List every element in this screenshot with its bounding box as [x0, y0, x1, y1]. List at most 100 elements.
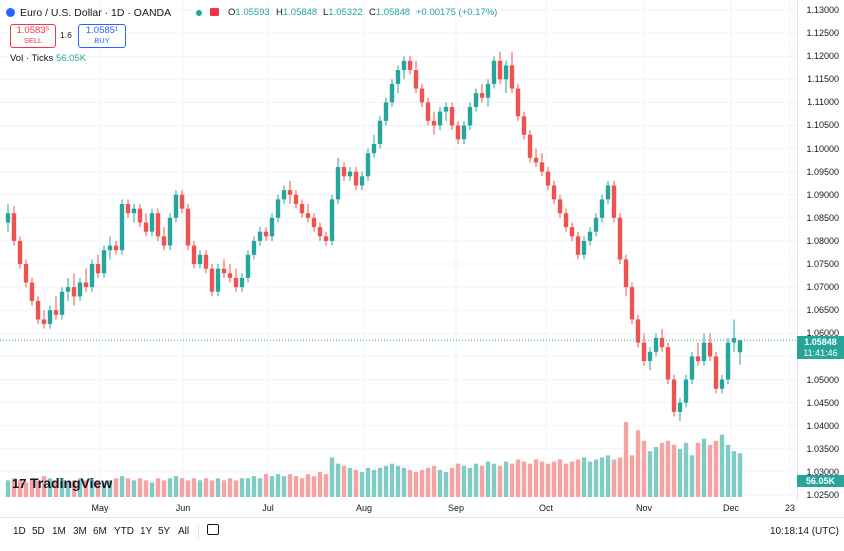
- candle[interactable]: [305, 204, 311, 223]
- candle[interactable]: [383, 97, 389, 126]
- candle[interactable]: [317, 222, 323, 241]
- candle[interactable]: [11, 206, 17, 246]
- candle[interactable]: [167, 213, 173, 251]
- candle[interactable]: [419, 83, 425, 107]
- buy-button[interactable]: 1.0585¹ BUY: [78, 24, 126, 48]
- candle[interactable]: [455, 120, 461, 144]
- candle[interactable]: [491, 56, 497, 89]
- candle[interactable]: [533, 148, 539, 168]
- range-3m[interactable]: 3M: [73, 526, 87, 537]
- candle[interactable]: [257, 227, 263, 246]
- candle[interactable]: [131, 204, 137, 223]
- candle[interactable]: [65, 277, 71, 301]
- candle[interactable]: [605, 180, 611, 204]
- candle[interactable]: [563, 208, 569, 232]
- candle[interactable]: [659, 328, 665, 352]
- candle[interactable]: [89, 259, 95, 292]
- candle[interactable]: [71, 273, 77, 306]
- candle[interactable]: [251, 236, 257, 260]
- candle[interactable]: [407, 56, 413, 75]
- candle[interactable]: [77, 277, 83, 301]
- symbol-title[interactable]: Euro / U.S. Dollar · 1D · OANDA: [20, 7, 172, 19]
- candle[interactable]: [401, 56, 407, 80]
- range-5y[interactable]: 5Y: [158, 526, 171, 537]
- candle[interactable]: [569, 222, 575, 241]
- candlestick-chart[interactable]: [0, 0, 797, 500]
- candle[interactable]: [47, 305, 53, 329]
- candle[interactable]: [335, 157, 341, 204]
- candle[interactable]: [479, 83, 485, 103]
- range-all[interactable]: All: [178, 526, 190, 537]
- candle[interactable]: [197, 250, 203, 269]
- candle[interactable]: [641, 333, 647, 366]
- candle[interactable]: [185, 204, 191, 251]
- candle[interactable]: [665, 342, 671, 385]
- candle[interactable]: [689, 351, 695, 385]
- tradingview-logo[interactable]: 17 TradingView: [12, 475, 112, 491]
- candle[interactable]: [653, 333, 659, 357]
- range-1y[interactable]: 1Y: [140, 526, 153, 537]
- candle[interactable]: [155, 208, 161, 241]
- candle[interactable]: [329, 194, 335, 246]
- candle[interactable]: [527, 130, 533, 163]
- candle[interactable]: [137, 204, 143, 228]
- candle[interactable]: [731, 319, 737, 352]
- candle[interactable]: [41, 310, 47, 329]
- candle[interactable]: [485, 79, 491, 107]
- range-6m[interactable]: 6M: [93, 526, 107, 537]
- range-5d[interactable]: 5D: [32, 526, 45, 537]
- candle[interactable]: [629, 282, 635, 325]
- candle[interactable]: [449, 102, 455, 131]
- candle[interactable]: [149, 208, 155, 237]
- candle[interactable]: [365, 148, 371, 181]
- candle[interactable]: [59, 287, 65, 320]
- candle[interactable]: [707, 333, 713, 362]
- candle[interactable]: [737, 340, 743, 365]
- sell-button[interactable]: 1.0583⁵ SELL: [10, 24, 56, 48]
- candle[interactable]: [695, 342, 701, 366]
- candle[interactable]: [473, 88, 479, 112]
- candle[interactable]: [125, 199, 131, 218]
- candle[interactable]: [521, 111, 527, 140]
- volume-indicator-label[interactable]: Vol · Ticks 56.05K: [10, 53, 86, 64]
- candle[interactable]: [107, 236, 113, 260]
- candle[interactable]: [29, 277, 35, 306]
- candle[interactable]: [575, 231, 581, 260]
- candle[interactable]: [215, 264, 221, 297]
- candle[interactable]: [101, 245, 107, 278]
- candle[interactable]: [557, 194, 563, 218]
- candle[interactable]: [677, 398, 683, 422]
- candle[interactable]: [221, 259, 227, 278]
- candle[interactable]: [287, 180, 293, 204]
- candle[interactable]: [683, 374, 689, 408]
- candle[interactable]: [323, 231, 329, 246]
- candle[interactable]: [143, 213, 149, 237]
- utc-clock[interactable]: 10:18:14 (UTC): [770, 526, 839, 537]
- candle[interactable]: [239, 273, 245, 292]
- candle[interactable]: [599, 194, 605, 223]
- candle[interactable]: [467, 102, 473, 131]
- candle[interactable]: [497, 51, 503, 84]
- candle[interactable]: [617, 213, 623, 265]
- candle[interactable]: [209, 264, 215, 297]
- candle[interactable]: [245, 250, 251, 283]
- range-ytd[interactable]: YTD: [114, 526, 134, 537]
- calendar-range-icon[interactable]: [207, 524, 219, 535]
- candle[interactable]: [53, 296, 59, 320]
- candle[interactable]: [581, 236, 587, 260]
- candle[interactable]: [269, 213, 275, 241]
- candle[interactable]: [377, 116, 383, 149]
- candle[interactable]: [203, 250, 209, 274]
- candle[interactable]: [23, 259, 29, 288]
- candle[interactable]: [299, 199, 305, 218]
- candle[interactable]: [443, 102, 449, 121]
- candle[interactable]: [179, 190, 185, 214]
- candle[interactable]: [173, 190, 179, 223]
- candle[interactable]: [701, 333, 707, 366]
- candle[interactable]: [725, 337, 731, 385]
- candle[interactable]: [17, 236, 23, 269]
- candle[interactable]: [275, 194, 281, 223]
- candle[interactable]: [311, 213, 317, 232]
- flag-icon[interactable]: [210, 8, 219, 16]
- candle[interactable]: [161, 227, 167, 251]
